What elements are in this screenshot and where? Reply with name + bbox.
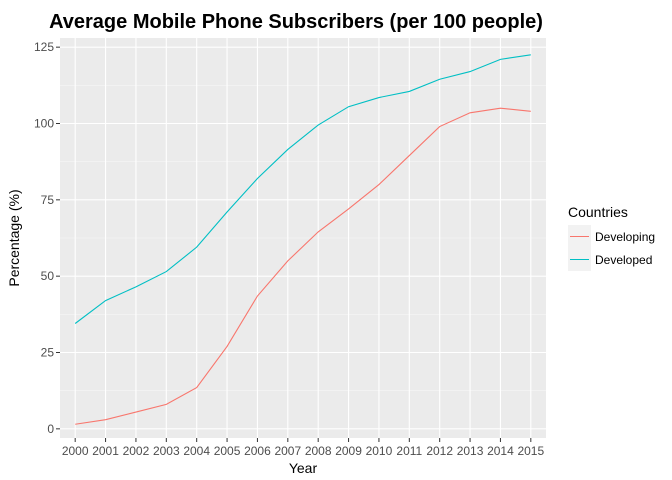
series-line-developing bbox=[75, 107, 531, 425]
x-tick-label: 2007 bbox=[274, 444, 301, 458]
y-tick-label: 75 bbox=[41, 193, 55, 207]
y-tick-label: 25 bbox=[41, 346, 55, 360]
x-tick-label: 2004 bbox=[183, 444, 210, 458]
legend: Countries Developing Developed bbox=[568, 204, 655, 271]
x-tick-label: 2001 bbox=[92, 444, 119, 458]
y-tick-label: 125 bbox=[34, 40, 54, 54]
minor-gridlines bbox=[60, 85, 546, 391]
chart-title: Average Mobile Phone Subscribers (per 10… bbox=[49, 11, 543, 33]
x-tick-label: 2003 bbox=[153, 444, 180, 458]
x-axis-ticks: 2000 2001 2002 2003 2004 2005 2006 2007 2008 2009… bbox=[62, 438, 544, 458]
x-tick-label: 2013 bbox=[457, 444, 484, 458]
y-axis-title: Percentage (%) bbox=[6, 189, 22, 286]
x-tick-label: 2010 bbox=[366, 444, 393, 458]
x-tick-label: 2011 bbox=[396, 444, 422, 458]
y-axis-ticks: 0 25 50 75 100 125 bbox=[34, 40, 60, 436]
x-tick-label: 2012 bbox=[426, 444, 453, 458]
x-axis-title: Year bbox=[289, 460, 318, 476]
y-tick-label: 100 bbox=[34, 116, 54, 130]
series-line-developed bbox=[74, 54, 531, 324]
x-tick-label: 2014 bbox=[487, 444, 514, 458]
x-tick-label: 2015 bbox=[517, 444, 544, 458]
x-tick-label: 2006 bbox=[244, 444, 271, 458]
series-lines bbox=[74, 54, 531, 425]
x-tick-label: 2002 bbox=[123, 444, 150, 458]
legend-label-developing: Developing bbox=[595, 230, 655, 244]
x-tick-label: 2000 bbox=[62, 444, 89, 458]
x-tick-label: 2005 bbox=[214, 444, 241, 458]
major-gridlines bbox=[60, 38, 546, 438]
x-tick-label: 2009 bbox=[335, 444, 362, 458]
y-tick-label: 50 bbox=[41, 269, 55, 283]
legend-label-developed: Developed bbox=[595, 253, 652, 267]
legend-title: Countries bbox=[568, 204, 628, 220]
y-tick-label: 0 bbox=[47, 422, 54, 436]
x-tick-label: 2008 bbox=[305, 444, 332, 458]
